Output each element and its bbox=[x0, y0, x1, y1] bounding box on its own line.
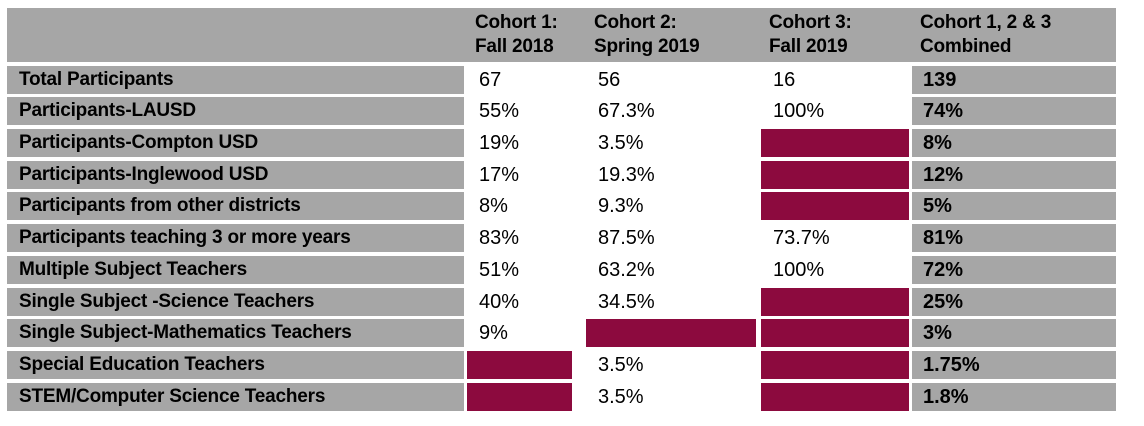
cell-combined: 81% bbox=[912, 224, 1116, 253]
cell-cohort1: 17% bbox=[467, 160, 572, 189]
cell-cohort3 bbox=[761, 160, 909, 189]
header-cohort1-line1: Cohort 1: bbox=[475, 12, 558, 33]
header-cell-cohort2: Cohort 2: Spring 2019 bbox=[586, 8, 756, 62]
table-row: Multiple Subject Teachers 51% 63.2% 100%… bbox=[7, 255, 1116, 284]
cell-combined: 1.8% bbox=[912, 382, 1116, 411]
cell-cohort1: 19% bbox=[467, 129, 572, 158]
participants-cohort-table: Cohort 1: Fall 2018 Cohort 2: Spring 201… bbox=[7, 8, 1116, 411]
cell-cohort3 bbox=[761, 287, 909, 316]
header-cohort2-line1: Cohort 2: bbox=[594, 12, 677, 33]
cell-cohort1 bbox=[467, 382, 572, 411]
cell-cohort3: 100% bbox=[761, 97, 909, 126]
cell-cohort3 bbox=[761, 319, 909, 348]
cell-cohort2: 87.5% bbox=[586, 224, 756, 253]
header-cohort3-line1: Cohort 3: bbox=[769, 12, 852, 33]
cell-cohort3 bbox=[761, 129, 909, 158]
cell-cohort1: 51% bbox=[467, 255, 572, 284]
header-cohort2-line2: Spring 2019 bbox=[594, 36, 700, 57]
row-label: Special Education Teachers bbox=[7, 350, 464, 379]
header-combined-line1: Cohort 1, 2 & 3 bbox=[920, 12, 1052, 33]
cell-cohort1: 83% bbox=[467, 224, 572, 253]
row-label: Multiple Subject Teachers bbox=[7, 255, 464, 284]
cell-combined: 8% bbox=[912, 129, 1116, 158]
header-cell-cohort3: Cohort 3: Fall 2019 bbox=[761, 8, 909, 62]
row-label: Total Participants bbox=[7, 65, 464, 94]
row-label: Participants-LAUSD bbox=[7, 97, 464, 126]
cell-cohort2: 3.5% bbox=[586, 350, 756, 379]
cell-combined: 12% bbox=[912, 160, 1116, 189]
header-combined-line2: Combined bbox=[920, 36, 1012, 57]
cell-cohort2: 3.5% bbox=[586, 129, 756, 158]
table-row: Participants-Inglewood USD 17% 19.3% 12% bbox=[7, 160, 1116, 189]
cell-combined: 3% bbox=[912, 319, 1116, 348]
cell-cohort2: 67.3% bbox=[586, 97, 756, 126]
cell-combined: 139 bbox=[912, 65, 1116, 94]
table-header-row: Cohort 1: Fall 2018 Cohort 2: Spring 201… bbox=[7, 8, 1116, 62]
header-cohort1-line2: Fall 2018 bbox=[475, 36, 554, 57]
cell-cohort3: 100% bbox=[761, 255, 909, 284]
cell-combined: 72% bbox=[912, 255, 1116, 284]
cell-cohort2: 63.2% bbox=[586, 255, 756, 284]
table-row: Total Participants 67 56 16 139 bbox=[7, 65, 1116, 94]
cell-cohort1: 40% bbox=[467, 287, 572, 316]
cell-cohort1: 67 bbox=[467, 65, 572, 94]
cell-cohort1: 55% bbox=[467, 97, 572, 126]
cell-cohort3 bbox=[761, 192, 909, 221]
cell-combined: 5% bbox=[912, 192, 1116, 221]
cell-cohort1: 9% bbox=[467, 319, 572, 348]
cell-combined: 74% bbox=[912, 97, 1116, 126]
cell-cohort2 bbox=[586, 319, 756, 348]
table-row: Participants from other districts 8% 9.3… bbox=[7, 192, 1116, 221]
row-label: Participants-Compton USD bbox=[7, 129, 464, 158]
cell-cohort2: 3.5% bbox=[586, 382, 756, 411]
header-cohort3-line2: Fall 2019 bbox=[769, 36, 848, 57]
table-row: Special Education Teachers 3.5% 1.75% bbox=[7, 350, 1116, 379]
row-label: STEM/Computer Science Teachers bbox=[7, 382, 464, 411]
row-label: Single Subject -Science Teachers bbox=[7, 287, 464, 316]
cell-cohort1 bbox=[467, 350, 572, 379]
table-row: Participants-LAUSD 55% 67.3% 100% 74% bbox=[7, 97, 1116, 126]
cell-cohort2: 19.3% bbox=[586, 160, 756, 189]
header-corner-cell bbox=[7, 8, 464, 62]
table-row: Single Subject-Mathematics Teachers 9% 3… bbox=[7, 319, 1116, 348]
table-row: Single Subject -Science Teachers 40% 34.… bbox=[7, 287, 1116, 316]
cell-cohort3: 73.7% bbox=[761, 224, 909, 253]
cell-cohort2: 34.5% bbox=[586, 287, 756, 316]
cell-cohort3: 16 bbox=[761, 65, 909, 94]
row-label: Participants-Inglewood USD bbox=[7, 160, 464, 189]
row-label: Participants teaching 3 or more years bbox=[7, 224, 464, 253]
table-row: Participants teaching 3 or more years 83… bbox=[7, 224, 1116, 253]
table-row: STEM/Computer Science Teachers 3.5% 1.8% bbox=[7, 382, 1116, 411]
header-cell-cohort1: Cohort 1: Fall 2018 bbox=[467, 8, 572, 62]
cell-cohort3 bbox=[761, 350, 909, 379]
cell-cohort3 bbox=[761, 382, 909, 411]
cell-cohort1: 8% bbox=[467, 192, 572, 221]
table-row: Participants-Compton USD 19% 3.5% 8% bbox=[7, 129, 1116, 158]
row-label: Single Subject-Mathematics Teachers bbox=[7, 319, 464, 348]
cell-combined: 1.75% bbox=[912, 350, 1116, 379]
cell-cohort2: 9.3% bbox=[586, 192, 756, 221]
cell-cohort2: 56 bbox=[586, 65, 756, 94]
header-cell-combined: Cohort 1, 2 & 3 Combined bbox=[912, 8, 1116, 62]
cell-combined: 25% bbox=[912, 287, 1116, 316]
row-label: Participants from other districts bbox=[7, 192, 464, 221]
